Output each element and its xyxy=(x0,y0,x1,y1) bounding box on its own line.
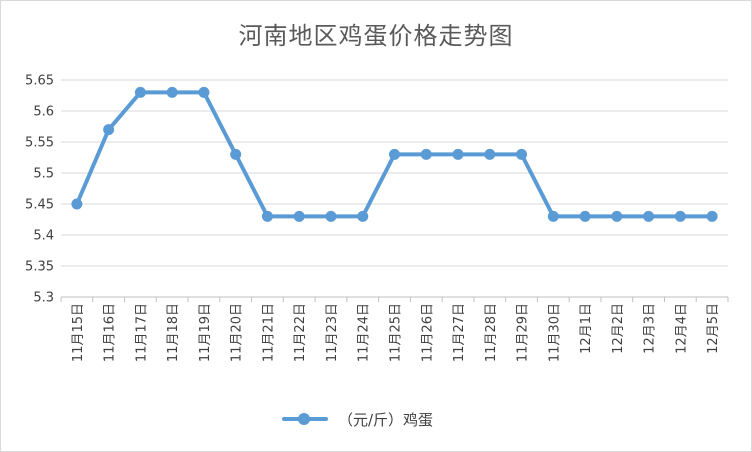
x-tick-label: 12月2日 xyxy=(611,303,626,354)
y-tick-label: 5.35 xyxy=(25,260,54,275)
data-point xyxy=(579,210,591,222)
data-point xyxy=(611,210,623,222)
y-tick-label: 5.5 xyxy=(33,167,54,182)
data-point xyxy=(198,86,210,98)
data-point xyxy=(547,210,559,222)
data-point xyxy=(389,148,400,160)
x-tick-label: 12月5日 xyxy=(706,303,721,354)
x-tick-label: 12月1日 xyxy=(579,303,594,354)
x-tick-label: 12月3日 xyxy=(643,303,658,354)
x-tick-label: 11月25日 xyxy=(389,303,404,362)
x-tick-label: 11月26日 xyxy=(420,303,435,362)
x-tick-label: 11月21日 xyxy=(261,303,276,362)
data-point xyxy=(674,210,686,222)
data-point xyxy=(706,210,718,222)
x-tick-label: 11月20日 xyxy=(230,303,245,362)
x-tick-label: 11月30日 xyxy=(547,303,562,362)
x-tick-label: 11月16日 xyxy=(103,303,118,362)
data-point xyxy=(484,148,496,160)
gridlines xyxy=(61,79,728,298)
y-axis: 5.3 5.35 5.4 5.45 5.5 5.55 5.6 5.65 xyxy=(25,74,54,306)
x-tick-label: 11月28日 xyxy=(484,303,499,362)
x-tick-label: 11月23日 xyxy=(325,303,340,362)
x-tick-label: 11月15日 xyxy=(71,303,86,362)
series-egg-price xyxy=(71,86,718,222)
legend-label: （元/斤）鸡蛋 xyxy=(338,410,434,429)
legend-line-marker xyxy=(282,413,328,425)
data-point xyxy=(71,198,83,210)
data-point xyxy=(643,210,655,222)
data-point xyxy=(134,86,146,98)
x-tick-label: 11月29日 xyxy=(516,303,531,362)
data-point xyxy=(516,148,528,160)
data-point xyxy=(420,148,432,160)
y-tick-label: 5.6 xyxy=(33,105,54,120)
x-tick-label: 11月18日 xyxy=(166,303,181,362)
legend: （元/斤）鸡蛋 xyxy=(282,408,433,430)
y-tick-label: 5.65 xyxy=(25,74,54,89)
y-tick-label: 5.4 xyxy=(33,229,54,244)
y-tick-label: 5.3 xyxy=(33,291,54,306)
y-tick-label: 5.45 xyxy=(25,198,54,213)
data-point xyxy=(325,210,337,222)
x-tick-label: 11月22日 xyxy=(293,303,308,362)
data-point xyxy=(293,210,305,222)
data-point xyxy=(230,148,242,160)
data-point xyxy=(452,148,464,160)
x-tick-label: 11月19日 xyxy=(198,303,213,362)
data-point xyxy=(166,86,178,98)
x-tick-label: 11月27日 xyxy=(452,303,467,362)
x-tick-label: 12月4日 xyxy=(674,303,689,354)
x-tick-label: 11月24日 xyxy=(357,303,372,362)
data-point xyxy=(261,210,273,222)
x-tick-label: 11月17日 xyxy=(134,303,149,362)
data-point xyxy=(103,124,115,136)
chart-title: 河南地区鸡蛋价格走势图 xyxy=(238,22,514,50)
data-point xyxy=(357,210,369,222)
x-axis: 11月15日 11月16日 11月17日 11月18日 11月19日 11月20日 11月2… xyxy=(60,297,729,362)
y-tick-label: 5.55 xyxy=(25,136,54,151)
